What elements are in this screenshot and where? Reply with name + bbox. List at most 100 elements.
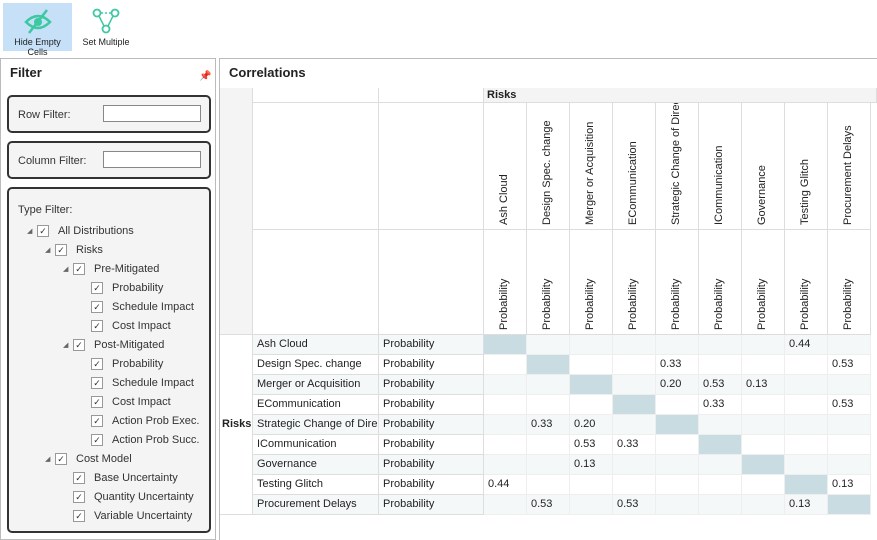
tree-item[interactable]: ◢ ✓ Risks: [45, 242, 103, 258]
matrix-cell[interactable]: [742, 435, 785, 455]
matrix-cell[interactable]: [785, 455, 828, 475]
matrix-cell[interactable]: [742, 415, 785, 435]
tree-item[interactable]: ✓ Cost Impact: [81, 318, 171, 334]
matrix-cell[interactable]: [484, 435, 527, 455]
matrix-cell[interactable]: [484, 375, 527, 395]
checkbox[interactable]: ✓: [91, 415, 103, 427]
matrix-cell[interactable]: [699, 475, 742, 495]
matrix-cell[interactable]: 0.44: [785, 335, 828, 355]
checkbox[interactable]: ✓: [73, 491, 85, 503]
column-header[interactable]: Design Spec. change: [527, 103, 570, 230]
tree-item[interactable]: ✓ Schedule Impact: [81, 299, 194, 315]
matrix-cell[interactable]: [527, 375, 570, 395]
tree-item[interactable]: ✓ Base Uncertainty: [63, 470, 178, 486]
pin-icon[interactable]: 📌: [199, 71, 212, 82]
row-header[interactable]: Governance: [253, 455, 379, 475]
matrix-cell[interactable]: [613, 355, 656, 375]
matrix-cell[interactable]: [656, 395, 699, 415]
matrix-cell[interactable]: [570, 355, 613, 375]
row-filter-input[interactable]: [103, 105, 201, 122]
row-header[interactable]: Strategic Change of Direct: [253, 415, 379, 435]
column-header[interactable]: Procurement Delays: [828, 103, 871, 230]
checkbox[interactable]: ✓: [91, 434, 103, 446]
matrix-cell[interactable]: [785, 355, 828, 375]
matrix-cell[interactable]: 0.53: [570, 435, 613, 455]
matrix-cell[interactable]: 0.13: [742, 375, 785, 395]
tree-item[interactable]: ◢ ✓ Post-Mitigated: [63, 337, 164, 353]
matrix-cell[interactable]: [570, 395, 613, 415]
checkbox[interactable]: ✓: [73, 263, 85, 275]
set-multiple-button[interactable]: Set Multiple: [80, 3, 132, 51]
matrix-cell[interactable]: 0.13: [828, 475, 871, 495]
column-header[interactable]: Governance: [742, 103, 785, 230]
matrix-cell[interactable]: [699, 355, 742, 375]
matrix-cell[interactable]: 0.33: [699, 395, 742, 415]
row-header[interactable]: Ash Cloud: [253, 335, 379, 355]
matrix-cell[interactable]: [613, 335, 656, 355]
matrix-cell[interactable]: [742, 335, 785, 355]
tree-item[interactable]: ✓ Cost Impact: [81, 394, 171, 410]
matrix-cell[interactable]: [785, 435, 828, 455]
matrix-cell[interactable]: 0.13: [785, 495, 828, 515]
matrix-cell[interactable]: [828, 375, 871, 395]
tree-item[interactable]: ◢ ✓ Pre-Mitigated: [63, 261, 159, 277]
checkbox[interactable]: ✓: [55, 244, 67, 256]
row-header[interactable]: Procurement Delays: [253, 495, 379, 515]
checkbox[interactable]: ✓: [91, 377, 103, 389]
expand-triangle-icon[interactable]: ◢: [63, 266, 69, 273]
matrix-cell[interactable]: [484, 395, 527, 415]
matrix-cell[interactable]: [742, 355, 785, 375]
column-header[interactable]: ECommunication: [613, 103, 656, 230]
matrix-cell[interactable]: [656, 495, 699, 515]
matrix-cell[interactable]: [527, 335, 570, 355]
matrix-cell[interactable]: [785, 395, 828, 415]
matrix-cell[interactable]: 0.20: [570, 415, 613, 435]
matrix-cell[interactable]: [527, 475, 570, 495]
expand-triangle-icon[interactable]: ◢: [27, 228, 33, 235]
matrix-cell[interactable]: [656, 455, 699, 475]
column-header[interactable]: ICommunication: [699, 103, 742, 230]
matrix-cell[interactable]: [527, 455, 570, 475]
checkbox[interactable]: ✓: [73, 339, 85, 351]
tree-item[interactable]: ✓ Probability: [81, 356, 163, 372]
matrix-cell[interactable]: [484, 495, 527, 515]
matrix-cell[interactable]: [828, 455, 871, 475]
checkbox[interactable]: ✓: [91, 358, 103, 370]
row-header[interactable]: Merger or Acquisition: [253, 375, 379, 395]
tree-item[interactable]: ◢ ✓ All Distributions: [27, 223, 134, 239]
column-header[interactable]: Strategic Change of Direct: [656, 103, 699, 230]
tree-item[interactable]: ✓ Quantity Uncertainty: [63, 489, 194, 505]
matrix-cell[interactable]: [613, 415, 656, 435]
matrix-cell[interactable]: [656, 475, 699, 495]
matrix-cell[interactable]: [484, 455, 527, 475]
row-header[interactable]: Design Spec. change: [253, 355, 379, 375]
tree-item[interactable]: ✓ Probability: [81, 280, 163, 296]
matrix-cell[interactable]: 0.53: [699, 375, 742, 395]
matrix-cell[interactable]: 0.44: [484, 475, 527, 495]
matrix-cell[interactable]: 0.33: [656, 355, 699, 375]
matrix-cell[interactable]: [570, 495, 613, 515]
matrix-cell[interactable]: [527, 395, 570, 415]
row-header[interactable]: Testing Glitch: [253, 475, 379, 495]
checkbox[interactable]: ✓: [37, 225, 49, 237]
matrix-cell[interactable]: 0.33: [613, 435, 656, 455]
matrix-cell[interactable]: [699, 495, 742, 515]
checkbox[interactable]: ✓: [91, 320, 103, 332]
matrix-cell[interactable]: 0.33: [527, 415, 570, 435]
matrix-cell[interactable]: [828, 335, 871, 355]
row-header[interactable]: ECommunication: [253, 395, 379, 415]
matrix-cell[interactable]: [785, 375, 828, 395]
matrix-cell[interactable]: 0.53: [828, 355, 871, 375]
matrix-cell[interactable]: [699, 455, 742, 475]
matrix-cell[interactable]: [699, 335, 742, 355]
matrix-cell[interactable]: [785, 415, 828, 435]
matrix-cell[interactable]: [742, 495, 785, 515]
matrix-cell[interactable]: [570, 335, 613, 355]
checkbox[interactable]: ✓: [73, 510, 85, 522]
expand-triangle-icon[interactable]: ◢: [45, 456, 51, 463]
checkbox[interactable]: ✓: [91, 396, 103, 408]
matrix-cell[interactable]: [484, 415, 527, 435]
checkbox[interactable]: ✓: [91, 282, 103, 294]
expand-triangle-icon[interactable]: ◢: [45, 247, 51, 254]
tree-item[interactable]: ✓ Schedule Impact: [81, 375, 194, 391]
